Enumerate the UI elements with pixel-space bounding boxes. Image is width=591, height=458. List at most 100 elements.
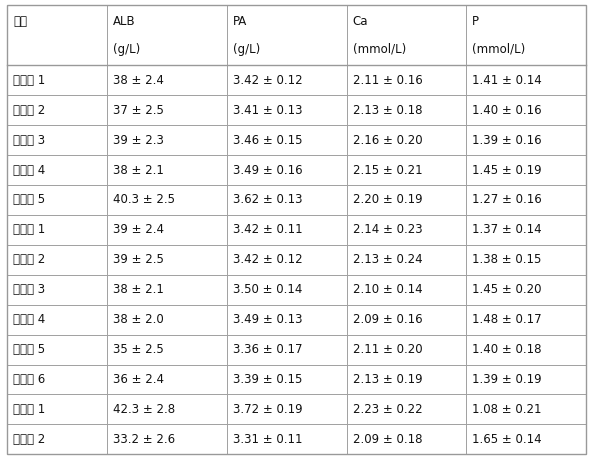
Bar	[346, 65, 466, 95]
Text: 3.41 ± 0.13: 3.41 ± 0.13	[233, 104, 302, 117]
Bar	[466, 275, 586, 305]
Text: 2.13 ± 0.24: 2.13 ± 0.24	[352, 253, 422, 267]
Text: 1.48 ± 0.17: 1.48 ± 0.17	[472, 313, 542, 326]
Text: 对照组 2: 对照组 2	[13, 433, 46, 446]
Text: 1.38 ± 0.15: 1.38 ± 0.15	[472, 253, 542, 267]
Bar	[346, 305, 466, 335]
Text: 39 ± 2.5: 39 ± 2.5	[113, 253, 164, 267]
Bar	[466, 125, 586, 155]
Bar	[107, 215, 227, 245]
Bar	[7, 365, 107, 394]
Bar	[7, 305, 107, 335]
Bar	[466, 245, 586, 275]
Text: P: P	[472, 15, 479, 28]
Text: Ca: Ca	[352, 15, 368, 28]
Text: 2.09 ± 0.18: 2.09 ± 0.18	[352, 433, 422, 446]
Bar	[466, 425, 586, 454]
Bar	[466, 155, 586, 185]
Bar	[346, 95, 466, 125]
Text: 对照组 1: 对照组 1	[13, 403, 46, 416]
Text: 39 ± 2.4: 39 ± 2.4	[113, 224, 164, 236]
Text: 1.45 ± 0.20: 1.45 ± 0.20	[472, 283, 542, 296]
Text: 38 ± 2.0: 38 ± 2.0	[113, 313, 164, 326]
Bar	[346, 215, 466, 245]
Text: 对比例 3: 对比例 3	[13, 283, 45, 296]
Text: 1.45 ± 0.19: 1.45 ± 0.19	[472, 164, 542, 177]
Text: 38 ± 2.1: 38 ± 2.1	[113, 164, 164, 177]
Text: 1.39 ± 0.19: 1.39 ± 0.19	[472, 373, 542, 386]
Bar	[7, 125, 107, 155]
Text: 3.62 ± 0.13: 3.62 ± 0.13	[233, 193, 302, 207]
Text: 3.42 ± 0.11: 3.42 ± 0.11	[233, 224, 303, 236]
Bar	[227, 125, 346, 155]
Bar	[466, 65, 586, 95]
Text: 3.50 ± 0.14: 3.50 ± 0.14	[233, 283, 302, 296]
Text: 38 ± 2.4: 38 ± 2.4	[113, 74, 164, 87]
Text: (g/L): (g/L)	[233, 43, 260, 56]
Bar	[227, 425, 346, 454]
Text: (g/L): (g/L)	[113, 43, 140, 56]
Text: 2.13 ± 0.19: 2.13 ± 0.19	[352, 373, 422, 386]
Bar	[227, 95, 346, 125]
Text: 40.3 ± 2.5: 40.3 ± 2.5	[113, 193, 175, 207]
Text: 1.65 ± 0.14: 1.65 ± 0.14	[472, 433, 542, 446]
Bar	[346, 394, 466, 425]
Text: 42.3 ± 2.8: 42.3 ± 2.8	[113, 403, 175, 416]
Text: 2.14 ± 0.23: 2.14 ± 0.23	[352, 224, 422, 236]
Text: ALB: ALB	[113, 15, 135, 28]
Bar	[227, 275, 346, 305]
Bar	[7, 275, 107, 305]
Bar	[227, 394, 346, 425]
Bar	[227, 335, 346, 365]
Text: 3.31 ± 0.11: 3.31 ± 0.11	[233, 433, 302, 446]
Text: 2.13 ± 0.18: 2.13 ± 0.18	[352, 104, 422, 117]
Bar	[107, 155, 227, 185]
Bar	[346, 185, 466, 215]
Bar	[346, 335, 466, 365]
Bar	[107, 335, 227, 365]
Text: 实施例 4: 实施例 4	[13, 164, 46, 177]
Bar	[107, 305, 227, 335]
Bar	[7, 394, 107, 425]
Text: 3.36 ± 0.17: 3.36 ± 0.17	[233, 343, 302, 356]
Bar	[227, 305, 346, 335]
Bar	[227, 245, 346, 275]
Text: 对比例 5: 对比例 5	[13, 343, 45, 356]
Text: 3.49 ± 0.13: 3.49 ± 0.13	[233, 313, 302, 326]
Bar	[107, 185, 227, 215]
Bar	[107, 425, 227, 454]
Bar	[7, 245, 107, 275]
Bar	[107, 95, 227, 125]
Bar	[7, 185, 107, 215]
Text: 1.08 ± 0.21: 1.08 ± 0.21	[472, 403, 542, 416]
Bar	[466, 394, 586, 425]
Bar	[227, 215, 346, 245]
Text: 39 ± 2.3: 39 ± 2.3	[113, 134, 164, 147]
Bar	[346, 365, 466, 394]
Bar	[7, 215, 107, 245]
Text: 1.37 ± 0.14: 1.37 ± 0.14	[472, 224, 542, 236]
Text: 3.42 ± 0.12: 3.42 ± 0.12	[233, 74, 303, 87]
Bar	[346, 275, 466, 305]
Bar	[346, 425, 466, 454]
Text: 3.49 ± 0.16: 3.49 ± 0.16	[233, 164, 303, 177]
Bar	[7, 335, 107, 365]
Text: PA: PA	[233, 15, 247, 28]
Text: 35 ± 2.5: 35 ± 2.5	[113, 343, 164, 356]
Text: (mmol/L): (mmol/L)	[352, 43, 406, 56]
Bar	[107, 125, 227, 155]
Text: 36 ± 2.4: 36 ± 2.4	[113, 373, 164, 386]
Bar	[227, 65, 346, 95]
Text: 3.42 ± 0.12: 3.42 ± 0.12	[233, 253, 303, 267]
Bar	[107, 365, 227, 394]
Text: 2.10 ± 0.14: 2.10 ± 0.14	[352, 283, 422, 296]
Bar	[227, 365, 346, 394]
Text: 1.27 ± 0.16: 1.27 ± 0.16	[472, 193, 542, 207]
Bar	[346, 125, 466, 155]
Bar	[227, 155, 346, 185]
Bar	[346, 5, 466, 65]
Text: 对比例 1: 对比例 1	[13, 224, 46, 236]
Bar	[227, 185, 346, 215]
Bar	[466, 95, 586, 125]
Text: 2.09 ± 0.16: 2.09 ± 0.16	[352, 313, 422, 326]
